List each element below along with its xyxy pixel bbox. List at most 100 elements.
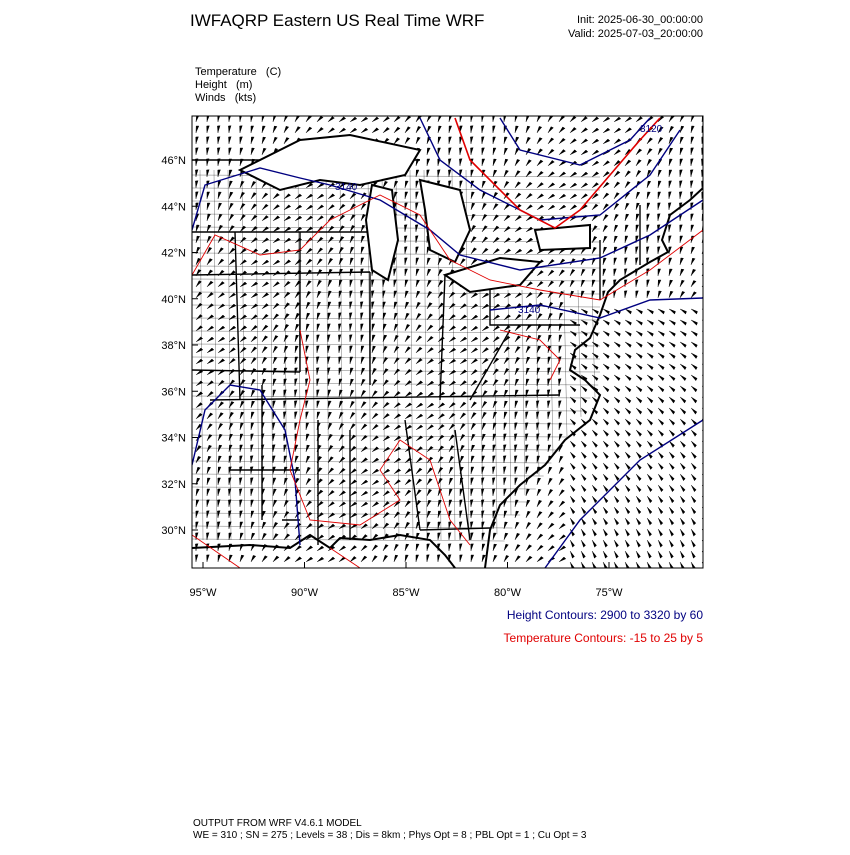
wind-barb <box>580 440 587 448</box>
wind-barb <box>624 127 632 134</box>
wind-barb <box>459 147 463 156</box>
wind-barb <box>602 171 610 178</box>
wind-barb <box>448 488 453 497</box>
wind-barb <box>272 281 280 288</box>
wind-barb <box>393 126 401 134</box>
wind-barb <box>492 248 500 255</box>
wind-barb <box>668 374 676 381</box>
wind-barb <box>646 158 652 167</box>
wind-barb <box>404 116 412 123</box>
wind-barb <box>624 473 631 481</box>
wind-barb <box>657 473 664 481</box>
wind-barb <box>470 554 474 563</box>
wind-barb <box>624 290 628 299</box>
wind-barb <box>668 202 672 211</box>
wind-barb <box>250 116 254 123</box>
wind-barb <box>657 374 665 381</box>
wind-barb <box>415 301 421 310</box>
wind-barb <box>250 433 254 442</box>
wind-barb <box>404 368 412 376</box>
wind-barb <box>646 440 653 448</box>
wind-barb <box>558 433 563 442</box>
wind-barb <box>250 400 255 409</box>
wind-barb <box>613 462 620 470</box>
wind-barb <box>195 391 203 398</box>
wind-barb <box>547 500 554 508</box>
wind-barb <box>426 413 434 420</box>
wind-barb <box>635 462 642 470</box>
wind-barb <box>624 341 632 348</box>
wind-barb <box>679 396 687 404</box>
wind-barb <box>459 180 463 189</box>
wind-barb <box>635 473 642 481</box>
lat-label: 34°N <box>161 433 186 445</box>
wind-barb <box>415 391 424 398</box>
wind-barb <box>602 330 610 337</box>
wind-barb <box>569 374 577 381</box>
wind-barb <box>228 116 231 123</box>
wind-barb <box>613 528 619 537</box>
wind-barb <box>547 545 555 552</box>
wind-barb <box>547 148 555 156</box>
wind-barb <box>360 257 364 266</box>
wind-barb <box>393 268 397 277</box>
wind-barb <box>679 495 686 504</box>
wind-barb <box>349 468 357 475</box>
wind-barb <box>646 418 654 426</box>
wind-barb <box>415 424 424 431</box>
wind-barb <box>470 358 478 365</box>
wind-barb <box>316 411 321 420</box>
wind-barb <box>602 181 610 189</box>
wind-barb <box>228 191 234 200</box>
wind-barb <box>283 280 291 288</box>
wind-barb <box>316 367 320 376</box>
wind-barb <box>668 125 674 134</box>
wind-barb <box>602 462 609 470</box>
wind-barb <box>668 180 672 189</box>
wind-barb <box>547 126 554 134</box>
wind-barb <box>481 554 486 563</box>
wind-barb <box>371 390 378 398</box>
wind-barb <box>613 235 618 244</box>
wind-barb <box>481 136 485 145</box>
wind-barb <box>426 543 430 552</box>
wind-barb <box>536 270 544 277</box>
footer-settings: WE = 310 ; SN = 275 ; Levels = 38 ; Dis … <box>193 830 587 841</box>
wind-barb <box>228 292 236 299</box>
wind-barb <box>316 389 320 398</box>
wind-barb <box>360 345 365 354</box>
wind-barb <box>624 224 629 233</box>
wind-barb <box>382 116 390 123</box>
wind-barb <box>613 451 620 459</box>
wind-barb <box>690 125 695 134</box>
wind-barb <box>371 490 380 497</box>
wind-barb <box>679 451 686 459</box>
wind-barb <box>261 346 268 354</box>
wind-barb <box>415 358 423 365</box>
wind-barb <box>668 506 675 515</box>
wind-barb <box>646 363 654 370</box>
wind-barb <box>580 193 588 200</box>
wind-barb <box>624 170 631 178</box>
wind-barb <box>668 224 672 233</box>
wind-barb <box>580 352 588 359</box>
wind-barb <box>250 422 254 431</box>
wind-barb <box>613 203 620 211</box>
wind-barb <box>371 424 379 431</box>
wind-barb <box>536 477 541 486</box>
wind-barb <box>679 506 686 515</box>
wind-barb <box>679 291 685 299</box>
wind-barb <box>206 116 210 122</box>
valid-time: Valid: 2025-07-03_20:00:00 <box>568 28 703 40</box>
wind-barb <box>657 246 661 255</box>
wind-barb <box>415 489 422 497</box>
wind-barb <box>668 451 675 459</box>
wind-barb <box>547 422 551 431</box>
wind-barb <box>690 528 696 537</box>
wind-barb <box>261 378 267 387</box>
wind-barb <box>393 511 401 519</box>
wind-barb <box>316 345 320 354</box>
wind-barb <box>283 411 287 420</box>
wind-barb <box>448 521 452 530</box>
wind-barb <box>580 429 587 437</box>
